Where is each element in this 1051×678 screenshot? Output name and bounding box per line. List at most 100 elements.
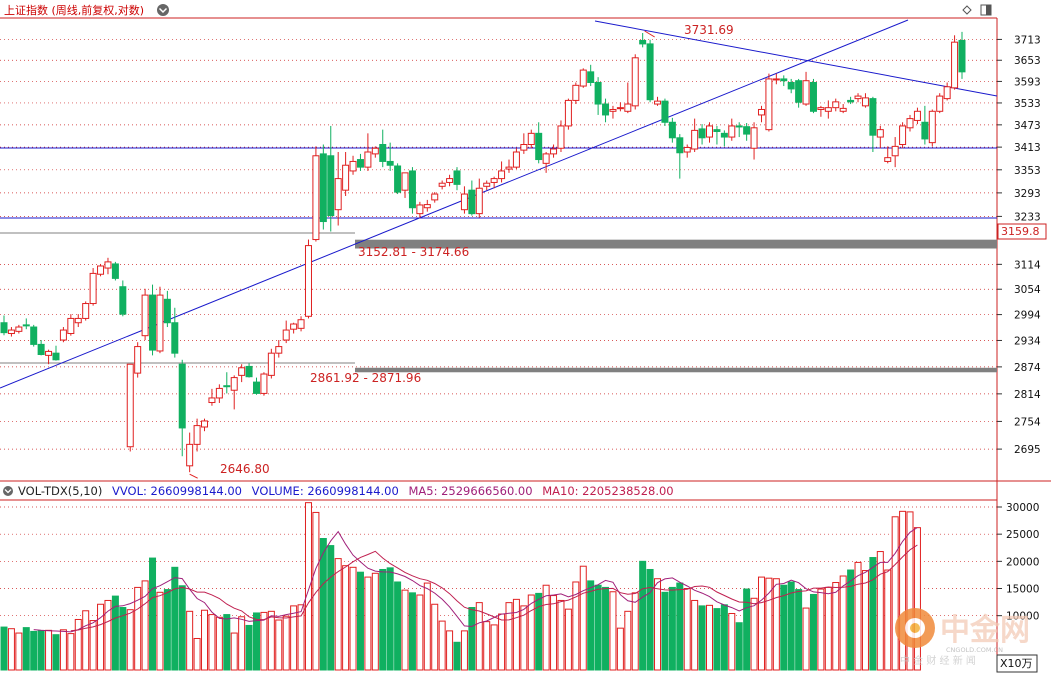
- candle: [126, 363, 134, 452]
- candle: [401, 172, 409, 198]
- candle: [743, 123, 751, 141]
- candle-body: [267, 352, 275, 376]
- support-zone-band: [355, 239, 997, 249]
- candle-body: [141, 294, 149, 337]
- volume-bar: [646, 568, 654, 671]
- lower-zone-label: 2861.92 - 2871.96: [310, 371, 421, 385]
- candle: [104, 257, 112, 275]
- candle: [460, 186, 468, 214]
- volume-tick-label: 30000: [1006, 502, 1039, 514]
- candle: [201, 418, 209, 432]
- volume-bar: [691, 599, 699, 671]
- volume-bar: [126, 609, 134, 671]
- candle: [624, 82, 632, 114]
- candle-body: [104, 261, 112, 269]
- candle-body: [238, 367, 246, 376]
- candle: [646, 39, 654, 103]
- candle-body: [193, 425, 201, 445]
- candle: [483, 180, 491, 191]
- volume-bar: [490, 624, 498, 671]
- candle: [676, 134, 684, 179]
- candle-body: [252, 381, 260, 394]
- volume-bar: [119, 607, 127, 671]
- candle-body: [498, 170, 506, 180]
- volume-dropdown-icon[interactable]: [3, 486, 13, 496]
- volume-bar: [906, 511, 914, 671]
- candle-body: [408, 170, 416, 209]
- volume-bar: [334, 558, 342, 671]
- candle-body: [260, 373, 268, 394]
- candle: [661, 98, 669, 126]
- candle-body: [37, 343, 45, 355]
- candle-body: [178, 363, 186, 429]
- panel-toggle-icon[interactable]: [980, 4, 992, 16]
- title-dropdown-icon[interactable]: [157, 4, 169, 16]
- volume-bar: [505, 602, 513, 671]
- candle: [713, 125, 721, 145]
- candle-body: [423, 204, 431, 209]
- candle: [386, 142, 394, 171]
- candle: [550, 144, 558, 158]
- candle: [498, 161, 506, 183]
- candle: [609, 105, 617, 119]
- candle-body: [557, 125, 565, 149]
- volume-bar: [364, 576, 372, 671]
- candle: [215, 384, 223, 403]
- candle: [958, 31, 966, 79]
- candle: [371, 146, 379, 158]
- volume-bar: [230, 632, 238, 671]
- candle-body: [535, 132, 543, 161]
- candle-body: [208, 397, 216, 404]
- candle: [602, 98, 610, 123]
- candle-body: [304, 245, 312, 317]
- candle: [342, 152, 350, 196]
- candle: [149, 284, 157, 356]
- volume-bar: [297, 604, 305, 671]
- volume-axis: 30000 25000 20000 15000 10000: [997, 502, 1039, 623]
- volume-bar: [579, 565, 587, 671]
- volume-bar: [356, 571, 364, 671]
- volume-bar: [743, 588, 751, 671]
- candle-body: [876, 129, 884, 138]
- price-axis: 3713 3653 3593 3533 3473 3413 3353 3293 3233 3114…: [997, 34, 1041, 456]
- candle: [809, 78, 817, 114]
- volume-bar: [37, 630, 45, 671]
- volume-bar: [861, 570, 869, 671]
- candle: [82, 301, 90, 321]
- candle-body: [342, 164, 350, 191]
- price-tick-label: 3473: [1014, 120, 1041, 132]
- volume-bar: [304, 502, 312, 671]
- candle-body: [750, 127, 758, 149]
- candle-body: [349, 160, 357, 172]
- candle: [579, 68, 587, 88]
- candle-body: [223, 385, 231, 388]
- volume-bar: [698, 605, 706, 671]
- candle: [356, 153, 364, 171]
- candle: [772, 73, 780, 85]
- volume-unit-label: X10万: [1000, 657, 1033, 670]
- volume-bar: [208, 614, 216, 671]
- candle: [446, 174, 454, 187]
- volume-bar: [282, 615, 290, 671]
- candle: [319, 144, 327, 230]
- candle-body: [579, 69, 587, 87]
- volume-bar: [394, 581, 402, 671]
- candle-body: [453, 170, 461, 185]
- candle: [854, 93, 862, 103]
- candle-body: [639, 39, 647, 45]
- candle-body: [97, 265, 105, 275]
- candle: [74, 314, 82, 328]
- volume-bar: [319, 538, 327, 671]
- volume-indicator-name: VOL-TDX(5,10): [18, 484, 102, 498]
- volume-bar: [475, 602, 483, 671]
- candle: [795, 78, 803, 108]
- downtrend-line: [594, 20, 998, 97]
- candle-body: [602, 103, 610, 116]
- candle-body: [795, 80, 803, 103]
- price-tick-label: 3114: [1014, 259, 1041, 271]
- candle: [765, 73, 773, 132]
- volume-bar: [542, 584, 550, 671]
- diamond-icon[interactable]: [962, 5, 972, 15]
- candle-body: [817, 107, 825, 110]
- volume-bar: [89, 620, 97, 671]
